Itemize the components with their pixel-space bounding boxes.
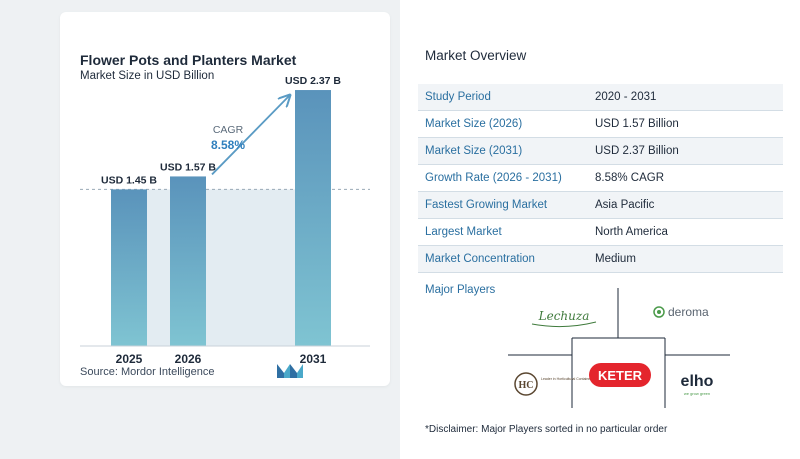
overview-row-value: Medium [595, 253, 636, 265]
deroma-logo: deroma [653, 305, 709, 319]
overview-row-label: Largest Market [425, 226, 502, 238]
overview-title: Market Overview [425, 48, 527, 63]
mordor-intelligence-logo [277, 364, 303, 378]
overview-row: Market Size (2026) USD 1.57 Billion [418, 111, 783, 138]
overview-row-label: Study Period [425, 91, 491, 103]
overview-row-label: Fastest Growing Market [425, 199, 548, 211]
bar-chart: USD 1.45 B 2025 USD 1.57 B 2026 USD 2.37 B 20… [80, 75, 370, 366]
market-chart-card: USD 1.45 B 2025 USD 1.57 B 2026 USD 2.37 B 20… [60, 12, 390, 386]
data-label: USD 2.37 B [285, 75, 341, 87]
x-tick-label: 2025 [116, 352, 143, 366]
overview-row: Market Concentration Medium [418, 246, 783, 273]
chart-title: Flower Pots and Planters Market [80, 52, 297, 68]
reference-band [147, 189, 295, 346]
elho-logo: elho we grow green [681, 373, 714, 396]
overview-row: Growth Rate (2026 - 2031) 8.58% CAGR [418, 165, 783, 192]
keter-logo: KETER [589, 363, 651, 387]
overview-row-value: USD 2.37 Billion [595, 145, 679, 157]
overview-row-value: Asia Pacific [595, 199, 655, 211]
overview-row-label: Market Size (2026) [425, 118, 523, 130]
major-players-grid: Lechuza deroma HC Leader in Horticultura… [508, 288, 730, 408]
overview-row-value: 8.58% CAGR [595, 172, 665, 184]
svg-text:HC: HC [519, 380, 534, 391]
source-note: Source: Mordor Intelligence [80, 366, 215, 378]
svg-text:Lechuza: Lechuza [538, 309, 590, 323]
market-overview-panel: Market Overview Study Period 2020 - 2031 M… [400, 0, 800, 459]
overview-row-value: 2020 - 2031 [595, 91, 657, 103]
x-tick-label: 2026 [175, 352, 202, 366]
overview-row-value: USD 1.57 Billion [595, 118, 679, 130]
overview-row: Largest Market North America [418, 219, 783, 246]
svg-text:elho: elho [681, 373, 714, 390]
overview-row-label: Market Size (2031) [425, 145, 523, 157]
cagr-arrow [211, 96, 289, 176]
data-label: USD 1.45 B [101, 174, 157, 186]
cagr-value: 8.58% [211, 138, 245, 152]
svg-text:we grow green: we grow green [684, 391, 710, 396]
overview-row-value: North America [595, 226, 668, 238]
overview-table: Study Period 2020 - 2031 Market Size (2026… [418, 84, 783, 273]
disclaimer: *Disclaimer: Major Players sorted in no … [425, 424, 668, 435]
major-players-title: Major Players [425, 284, 496, 296]
cagr-label: CAGR [213, 124, 244, 136]
bar-2026 [170, 176, 206, 346]
bar-2025 [111, 189, 147, 346]
bar-2031 [295, 90, 331, 346]
svg-text:deroma: deroma [668, 305, 709, 319]
overview-row: Study Period 2020 - 2031 [418, 84, 783, 111]
data-label: USD 1.57 B [160, 161, 216, 173]
svg-text:Leader in Horticultural Contai: Leader in Horticultural Containers [541, 377, 593, 381]
x-tick-label: 2031 [300, 352, 327, 366]
overview-row-label: Growth Rate (2026 - 2031) [425, 172, 562, 184]
hc-logo: HC Leader in Horticultural Containers [514, 372, 593, 396]
overview-row: Fastest Growing Market Asia Pacific [418, 192, 783, 219]
chart-subtitle: Market Size in USD Billion [80, 70, 215, 82]
lechuza-logo: Lechuza [531, 309, 597, 328]
svg-text:KETER: KETER [598, 368, 643, 383]
overview-row: Market Size (2031) USD 2.37 Billion [418, 138, 783, 165]
overview-row-label: Market Concentration [425, 253, 535, 265]
